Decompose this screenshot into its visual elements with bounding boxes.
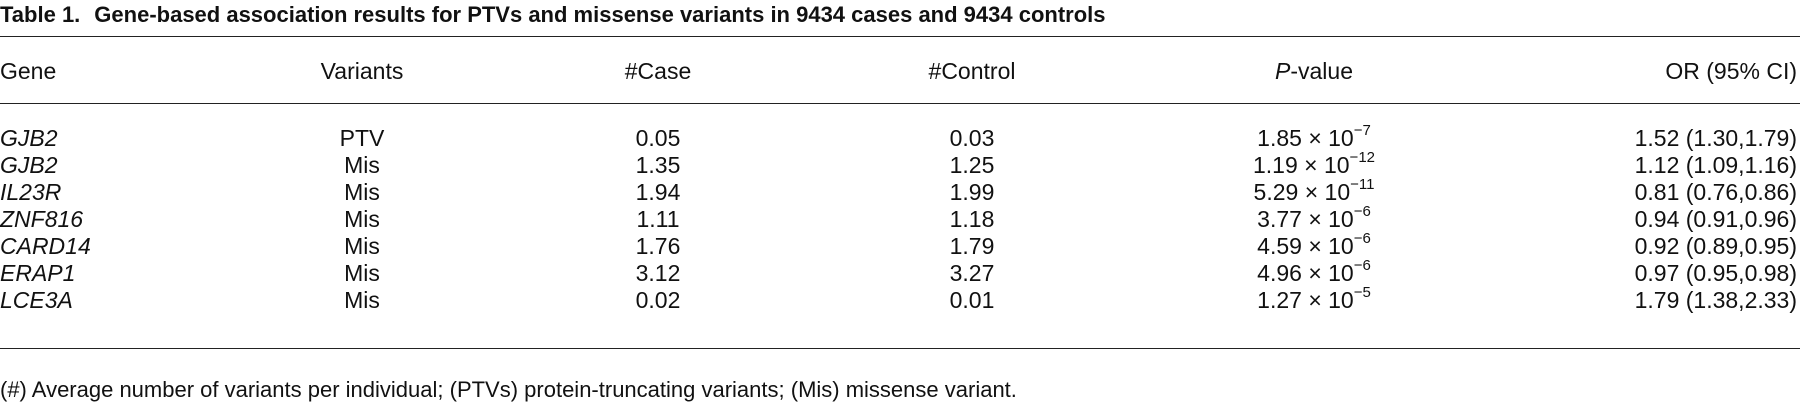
header-cell: Variants [320, 58, 404, 84]
p-value-exponent: −5 [1353, 284, 1371, 302]
table-cell: 0.02 [635, 287, 681, 313]
table-cell: Mis [344, 260, 380, 286]
table-cell: PTV [339, 125, 385, 151]
table-cell: 4.59 × 10−6 [1257, 230, 1371, 259]
table-cell: 1.79 [949, 233, 995, 259]
table-cell: CARD14 [0, 233, 91, 259]
table-cell: ERAP1 [0, 260, 76, 286]
table-cell: 1.11 [636, 206, 680, 232]
header-rule [0, 103, 1800, 104]
table-cell: 1.99 [949, 179, 995, 205]
bottom-rule [0, 348, 1800, 349]
table-cell: Mis [344, 179, 380, 205]
header-cell: Gene [0, 58, 57, 84]
table-cell: Mis [344, 287, 380, 313]
table-cell: IL23R [0, 179, 62, 205]
p-value-exponent: −6 [1353, 257, 1371, 275]
table-cell: 1.25 [949, 152, 995, 178]
table-cell: 1.19 × 10−12 [1252, 149, 1376, 178]
table-cell: 3.77 × 10−6 [1257, 203, 1371, 232]
p-value-base: 1.85 × 10 [1257, 125, 1354, 151]
table-cell: 3.12 [635, 260, 681, 286]
p-value-base: 4.59 × 10 [1257, 233, 1354, 259]
p-value-base: 5.29 × 10 [1253, 179, 1351, 205]
table-cell: ZNF816 [0, 206, 84, 232]
table-cell: 0.97 (0.95,0.98) [1634, 260, 1797, 286]
table-cell: 0.03 [949, 125, 995, 151]
top-rule [0, 36, 1800, 37]
table-cell: 0.92 (0.89,0.95) [1634, 233, 1797, 259]
header-cell: #Case [624, 58, 692, 84]
table-cell: 4.96 × 10−6 [1257, 257, 1371, 286]
table-cell: GJB2 [0, 152, 58, 178]
p-value-base: 4.96 × 10 [1257, 260, 1354, 286]
p-value-base: 3.77 × 10 [1257, 206, 1354, 232]
table-cell: 1.35 [635, 152, 681, 178]
footnote: (#) Average number of variants per indiv… [0, 377, 1017, 402]
p-value-exponent: −6 [1353, 230, 1371, 248]
table-cell: 1.18 [949, 206, 995, 232]
p-value-exponent: −12 [1349, 149, 1376, 167]
table-cell: Mis [344, 206, 380, 232]
table-cell: 1.85 × 10−7 [1257, 122, 1371, 151]
p-value-exponent: −7 [1353, 122, 1371, 140]
header-cell: OR (95% CI) [1665, 58, 1797, 84]
p-value-exponent: −6 [1353, 203, 1371, 221]
header-italic: P [1275, 58, 1291, 84]
table-cell: 1.76 [635, 233, 681, 259]
table-cell: 1.79 (1.38,2.33) [1634, 287, 1797, 313]
p-value-base: 1.27 × 10 [1257, 287, 1354, 313]
table-cell: 0.01 [949, 287, 995, 313]
table-cell: Mis [344, 152, 380, 178]
table-cell: 0.94 (0.91,0.96) [1634, 206, 1797, 232]
table-cell: GJB2 [0, 125, 58, 151]
header-cell: #Control [928, 58, 1016, 84]
title-text: Gene-based association results for PTVs … [94, 2, 1106, 27]
table-cell: 1.12 (1.09,1.16) [1634, 152, 1797, 178]
header-cell: P-value [1275, 58, 1353, 84]
table-cell: LCE3A [0, 287, 73, 313]
table-cell: 1.94 [635, 179, 681, 205]
table-cell: 0.05 [635, 125, 681, 151]
table-cell: 1.52 (1.30,1.79) [1634, 125, 1797, 151]
header-rest: -value [1290, 58, 1353, 84]
p-value-base: 1.19 × 10 [1252, 152, 1350, 178]
table-cell: 0.81 (0.76,0.86) [1634, 179, 1797, 205]
table-cell: 1.27 × 10−5 [1257, 284, 1371, 313]
title-label: Table 1. [0, 2, 81, 27]
p-value-exponent: −11 [1350, 176, 1375, 194]
table-title: Table 1. Gene-based association results f… [0, 2, 1106, 28]
table-cell: 3.27 [949, 260, 995, 286]
table-cell: Mis [344, 233, 380, 259]
table-cell: 5.29 × 10−11 [1253, 176, 1375, 205]
